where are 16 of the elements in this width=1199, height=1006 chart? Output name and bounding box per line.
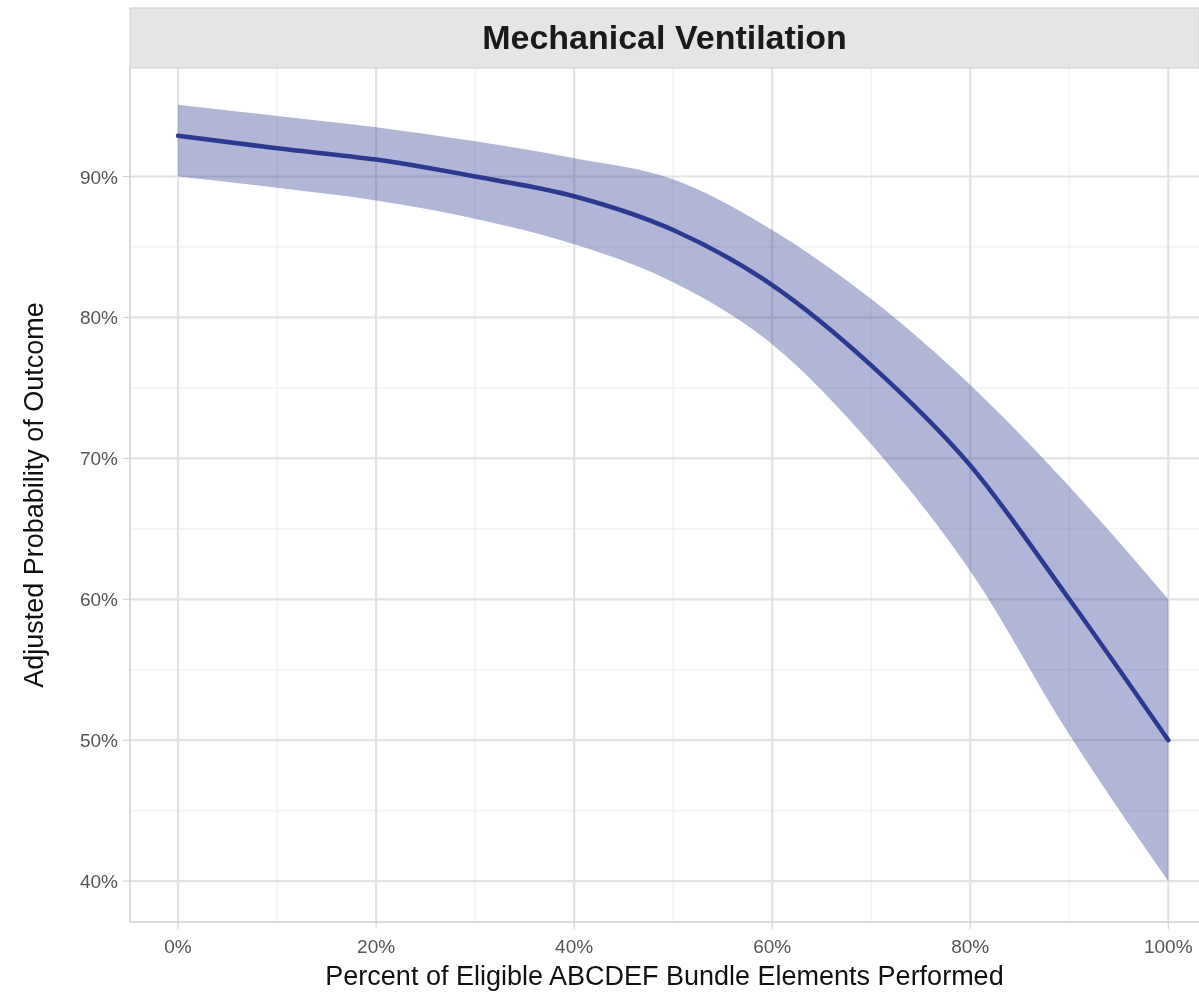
x-tick-label: 60% (753, 936, 792, 957)
y-tick-label: 50% (79, 730, 119, 752)
line-series (175, 133, 1171, 743)
x-tick-label: 0% (164, 936, 192, 957)
x-axis-title: Percent of Eligible ABCDEF Bundle Elements Performed (325, 961, 1004, 991)
y-axis-title: Adjusted Probability of Outcome (19, 302, 49, 688)
x-tick-label: 80% (951, 936, 990, 957)
y-tick-label: 70% (79, 448, 119, 470)
y-tick-label: 60% (79, 589, 119, 611)
y-tick-label: 40% (79, 871, 119, 893)
chart-title: Mechanical Ventilation (482, 18, 847, 56)
y-tick-label: 90% (79, 166, 119, 188)
y-tick-label: 80% (79, 307, 119, 329)
x-tick-label: 100% (1144, 936, 1193, 957)
x-tick-label: 20% (357, 936, 396, 957)
x-tick-label: 40% (555, 936, 594, 957)
